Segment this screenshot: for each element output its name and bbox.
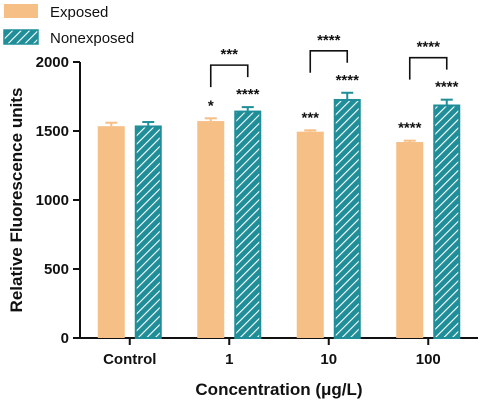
y-tick-label: 1000	[36, 192, 69, 209]
legend: Exposed Nonexposed	[3, 4, 134, 47]
y-tick-label: 500	[44, 261, 69, 278]
significance-label: *	[208, 97, 214, 114]
comparison-label: ****	[417, 39, 441, 56]
bars	[97, 98, 461, 340]
y-tick-label: 1500	[36, 123, 69, 140]
comparison-bracket	[408, 56, 448, 80]
x-tick-label: Control	[103, 351, 156, 368]
y-axis-title: Relative Fluorescence units	[7, 88, 26, 313]
bar-exposed	[97, 126, 125, 338]
x-ticks: Control 1 10 100	[103, 338, 441, 368]
x-axis-title: Concentration (μg/L)	[195, 380, 362, 399]
significance-label: ****	[435, 79, 459, 96]
comparison-bracket	[309, 49, 349, 73]
comparison-label: ****	[317, 32, 341, 49]
significance-marks: ********************	[208, 72, 459, 137]
x-tick-label: 10	[320, 351, 337, 368]
x-tick-label: 1	[225, 351, 233, 368]
bar-exposed	[396, 142, 424, 338]
legend-swatch-exposed	[4, 4, 38, 18]
comparison-label: ***	[220, 46, 238, 63]
bar-nonexposed	[134, 125, 162, 340]
bar-nonexposed	[234, 110, 262, 339]
significance-label: ****	[336, 72, 360, 89]
comparison-brackets: ******* ****	[209, 32, 448, 88]
x-tick-label: 100	[416, 351, 441, 368]
bar-nonexposed	[333, 98, 361, 340]
bar-nonexposed	[433, 104, 461, 339]
significance-label: ****	[236, 86, 260, 103]
y-tick-label: 2000	[36, 54, 69, 71]
comparison-bracket	[209, 64, 249, 88]
y-tick-label: 0	[61, 330, 69, 347]
bar-exposed	[296, 131, 324, 338]
legend-swatch-nonexposed	[3, 29, 39, 45]
significance-label: ***	[301, 109, 319, 126]
legend-label-exposed: Exposed	[50, 4, 108, 21]
legend-label-nonexposed: Nonexposed	[50, 30, 134, 47]
significance-label: ****	[398, 120, 422, 137]
error-bars	[105, 91, 453, 143]
y-ticks: 0 500 1000 1500 2000	[36, 54, 80, 347]
bar-exposed	[197, 121, 225, 339]
